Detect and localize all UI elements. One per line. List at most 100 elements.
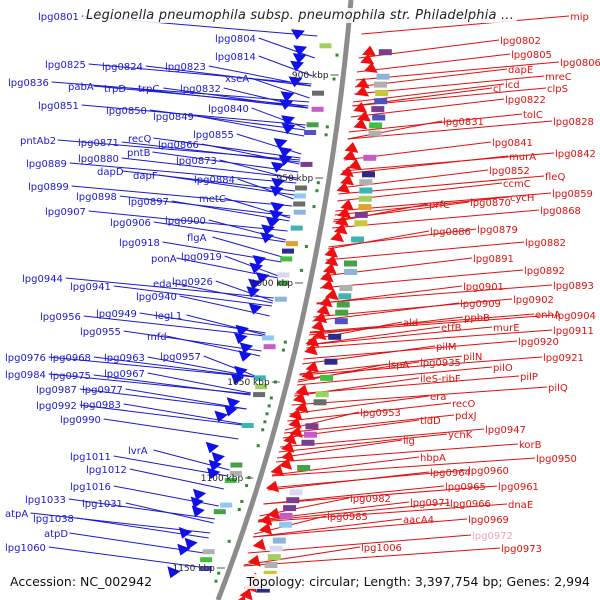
forward-gene-label-lpg0976: lpg0976 [5, 353, 46, 364]
label-connector [278, 433, 448, 453]
functional-block [375, 90, 389, 96]
reverse-gene-arrow [330, 231, 344, 243]
reverse-gene-arrow [288, 417, 302, 429]
forward-gene-label-lpg0918: lpg0918 [119, 238, 160, 249]
forward-gene-label-pona: ponA [151, 254, 177, 265]
reverse-gene-label-lpg0909: lpg0909 [460, 299, 501, 310]
label-connector [65, 277, 274, 299]
forward-gene-label-atpa: atpA [5, 509, 28, 520]
reverse-gene-label-dnae: dnaE [508, 500, 533, 511]
gc-marker [325, 125, 329, 129]
reverse-gene-arrow [334, 215, 349, 227]
reverse-gene-label-lpg0902: lpg0902 [513, 295, 554, 306]
forward-gene-arrow [167, 566, 181, 579]
gc-marker [332, 77, 336, 81]
reverse-gene-label-dape: dapE [508, 65, 533, 76]
label-connector [237, 178, 294, 200]
forward-gene-arrow [270, 201, 285, 213]
forward-gene-label-lpg0898: lpg0898 [76, 192, 117, 203]
reverse-gene-arrow [247, 555, 261, 567]
label-connector [83, 315, 266, 337]
reverse-gene-label-icd: icd [505, 80, 520, 91]
forward-gene-label-lpg0907: lpg0907 [45, 207, 86, 218]
functional-block [362, 171, 375, 178]
gc-marker [283, 340, 287, 344]
reverse-gene-arrow [311, 319, 325, 332]
functional-block [304, 431, 317, 438]
forward-gene-label-recq: recQ [128, 134, 152, 145]
forward-gene-arrow [239, 342, 254, 354]
functional-block [301, 439, 315, 446]
reverse-gene-arrow [304, 343, 318, 356]
reverse-gene-label-lpg0892: lpg0892 [524, 266, 565, 277]
forward-gene-arrow [269, 209, 284, 221]
scale-tick-label: 1050 kbp [227, 378, 270, 388]
forward-gene-arrow [278, 146, 293, 158]
label-connector [196, 115, 305, 137]
forward-gene-label-lpg0832: lpg0832 [180, 84, 221, 95]
reverse-gene-arrow [292, 392, 307, 404]
label-connector [306, 326, 441, 346]
forward-gene-label-lpg0873: lpg0873 [176, 156, 217, 167]
functional-block [338, 293, 352, 300]
reverse-gene-label-lpg0886: lpg0886 [430, 227, 471, 238]
reverse-gene-arrow [319, 296, 333, 308]
label-connector [171, 200, 290, 222]
reverse-gene-label-lpg0868: lpg0868 [540, 206, 581, 217]
functional-block [279, 512, 293, 519]
label-connector [48, 546, 200, 568]
label-connector [243, 547, 501, 567]
forward-gene-label-lpg0900: lpg0900 [165, 216, 206, 227]
reverse-gene-arrow [259, 514, 273, 526]
label-connector [223, 87, 309, 109]
label-connector [299, 356, 543, 376]
label-connector [208, 219, 286, 241]
reverse-gene-arrow [270, 464, 284, 477]
functional-block [328, 333, 342, 340]
forward-gene-label-lvra: lvrA [128, 446, 148, 457]
forward-gene-arrow [279, 99, 294, 110]
label-connector [212, 236, 283, 258]
reverse-gene-arrow [289, 426, 303, 438]
reverse-gene-arrow [324, 246, 338, 258]
reverse-gene-arrow [258, 522, 273, 535]
label-connector [282, 419, 420, 439]
reverse-gene-arrow [283, 433, 297, 445]
gc-marker [316, 181, 320, 185]
reverse-gene-arrow [305, 335, 320, 347]
forward-gene-label-lpg0975: lpg0975 [50, 371, 91, 382]
reverse-gene-label-pilq: pilQ [548, 383, 568, 394]
reverse-gene-label-fleq: fleQ [545, 172, 565, 183]
label-connector [319, 269, 524, 289]
reverse-gene-label-lpg0805: lpg0805 [511, 50, 552, 61]
forward-gene-label-lpg0804: lpg0804 [215, 34, 256, 45]
label-connector [303, 340, 518, 360]
reverse-gene-arrow [353, 118, 368, 130]
reverse-gene-arrow [312, 328, 327, 341]
reverse-gene-arrow [353, 102, 368, 113]
reverse-gene-arrow [265, 480, 280, 493]
reverse-gene-label-enha: enhA [535, 310, 561, 321]
label-connector [298, 361, 420, 381]
forward-gene-label-legl1: legL1 [155, 311, 182, 322]
forward-gene-label-lpg0889: lpg0889 [26, 159, 67, 170]
label-connector [48, 356, 255, 378]
label-connector [121, 141, 300, 163]
reverse-gene-label-lpg0806: lpg0806 [560, 58, 600, 69]
forward-gene-label-lpg0983: lpg0983 [80, 400, 121, 411]
gc-marker [240, 500, 244, 503]
forward-gene-label-dapf: dapF [133, 171, 158, 182]
label-connector [306, 326, 493, 346]
label-connector [153, 137, 301, 159]
reverse-gene-label-tldd: tldD [420, 416, 441, 427]
reverse-gene-label-mip: mip [570, 12, 589, 23]
forward-gene-label-lpg0977: lpg0977 [82, 385, 123, 396]
forward-gene-arrow [208, 459, 222, 472]
reverse-gene-arrow [301, 368, 315, 381]
reverse-gene-label-lpg0972: lpg0972 [472, 531, 513, 542]
topology-text: Topology: circular; Length: 3,397,754 bp… [244, 574, 592, 589]
label-connector [88, 63, 312, 85]
reverse-gene-arrow [320, 279, 335, 291]
label-connector [342, 152, 555, 172]
label-connector [348, 113, 523, 133]
